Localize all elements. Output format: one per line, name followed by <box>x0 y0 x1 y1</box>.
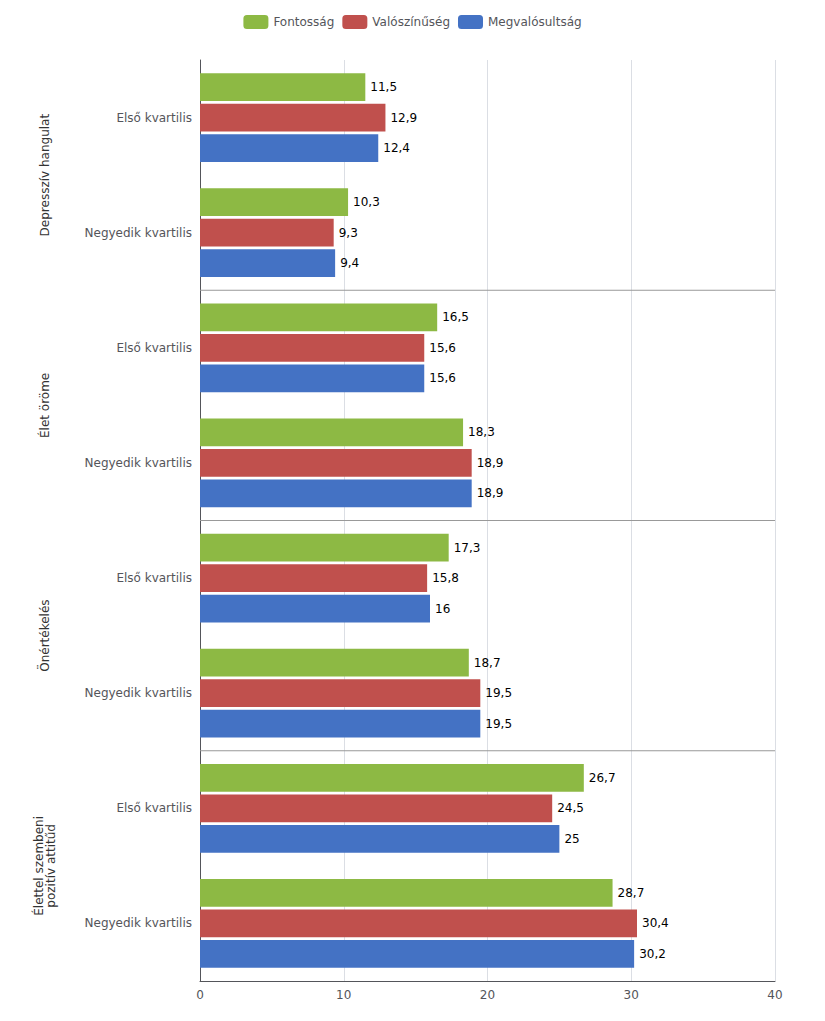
svg-text:Negyedik kvartilis: Negyedik kvartilis <box>85 226 192 240</box>
svg-text:Önértékelés: Önértékelés <box>36 599 52 671</box>
svg-text:Negyedik kvartilis: Negyedik kvartilis <box>85 456 192 470</box>
svg-text:Negyedik kvartilis: Negyedik kvartilis <box>85 686 192 700</box>
svg-text:Fontosság: Fontosság <box>273 15 334 29</box>
svg-text:17,3: 17,3 <box>454 541 481 555</box>
svg-text:18,7: 18,7 <box>474 656 501 670</box>
svg-text:9,3: 9,3 <box>339 226 358 240</box>
svg-text:Első kvartilis: Első kvartilis <box>116 571 192 585</box>
svg-text:10,3: 10,3 <box>353 195 380 209</box>
svg-text:pozitív attitűd: pozitív attitűd <box>44 824 58 908</box>
svg-text:12,9: 12,9 <box>390 111 417 125</box>
svg-text:30,2: 30,2 <box>639 947 666 961</box>
svg-text:9,4: 9,4 <box>340 256 359 270</box>
svg-text:18,9: 18,9 <box>477 486 504 500</box>
svg-text:Megvalósultság: Megvalósultság <box>488 15 582 29</box>
svg-text:30,4: 30,4 <box>642 916 669 930</box>
svg-text:25: 25 <box>564 832 579 846</box>
svg-text:12,4: 12,4 <box>383 141 410 155</box>
svg-text:18,3: 18,3 <box>468 425 495 439</box>
svg-text:0: 0 <box>196 988 204 1002</box>
svg-text:24,5: 24,5 <box>557 801 584 815</box>
svg-text:15,6: 15,6 <box>429 371 456 385</box>
svg-text:19,5: 19,5 <box>485 717 512 731</box>
svg-text:40: 40 <box>767 988 782 1002</box>
svg-text:19,5: 19,5 <box>485 686 512 700</box>
svg-text:16,5: 16,5 <box>442 310 469 324</box>
svg-text:Depresszív hangulat: Depresszív hangulat <box>38 114 52 237</box>
svg-text:10: 10 <box>336 988 351 1002</box>
svg-text:Élet öröme: Élet öröme <box>37 373 52 438</box>
svg-text:28,7: 28,7 <box>618 886 645 900</box>
svg-text:Első kvartilis: Első kvartilis <box>116 111 192 125</box>
svg-text:Első kvartilis: Első kvartilis <box>116 801 192 815</box>
svg-text:Élettel szembeni: Élettel szembeni <box>32 816 46 916</box>
svg-text:Első kvartilis: Első kvartilis <box>116 341 192 355</box>
svg-text:16: 16 <box>435 602 450 616</box>
svg-text:Valószínűség: Valószínűség <box>372 15 450 29</box>
svg-text:15,8: 15,8 <box>432 571 459 585</box>
svg-text:Negyedik kvartilis: Negyedik kvartilis <box>85 916 192 930</box>
svg-text:20: 20 <box>480 988 495 1002</box>
svg-text:15,6: 15,6 <box>429 341 456 355</box>
svg-text:26,7: 26,7 <box>589 771 616 785</box>
svg-text:18,9: 18,9 <box>477 456 504 470</box>
svg-text:11,5: 11,5 <box>370 80 397 94</box>
svg-text:30: 30 <box>624 988 639 1002</box>
